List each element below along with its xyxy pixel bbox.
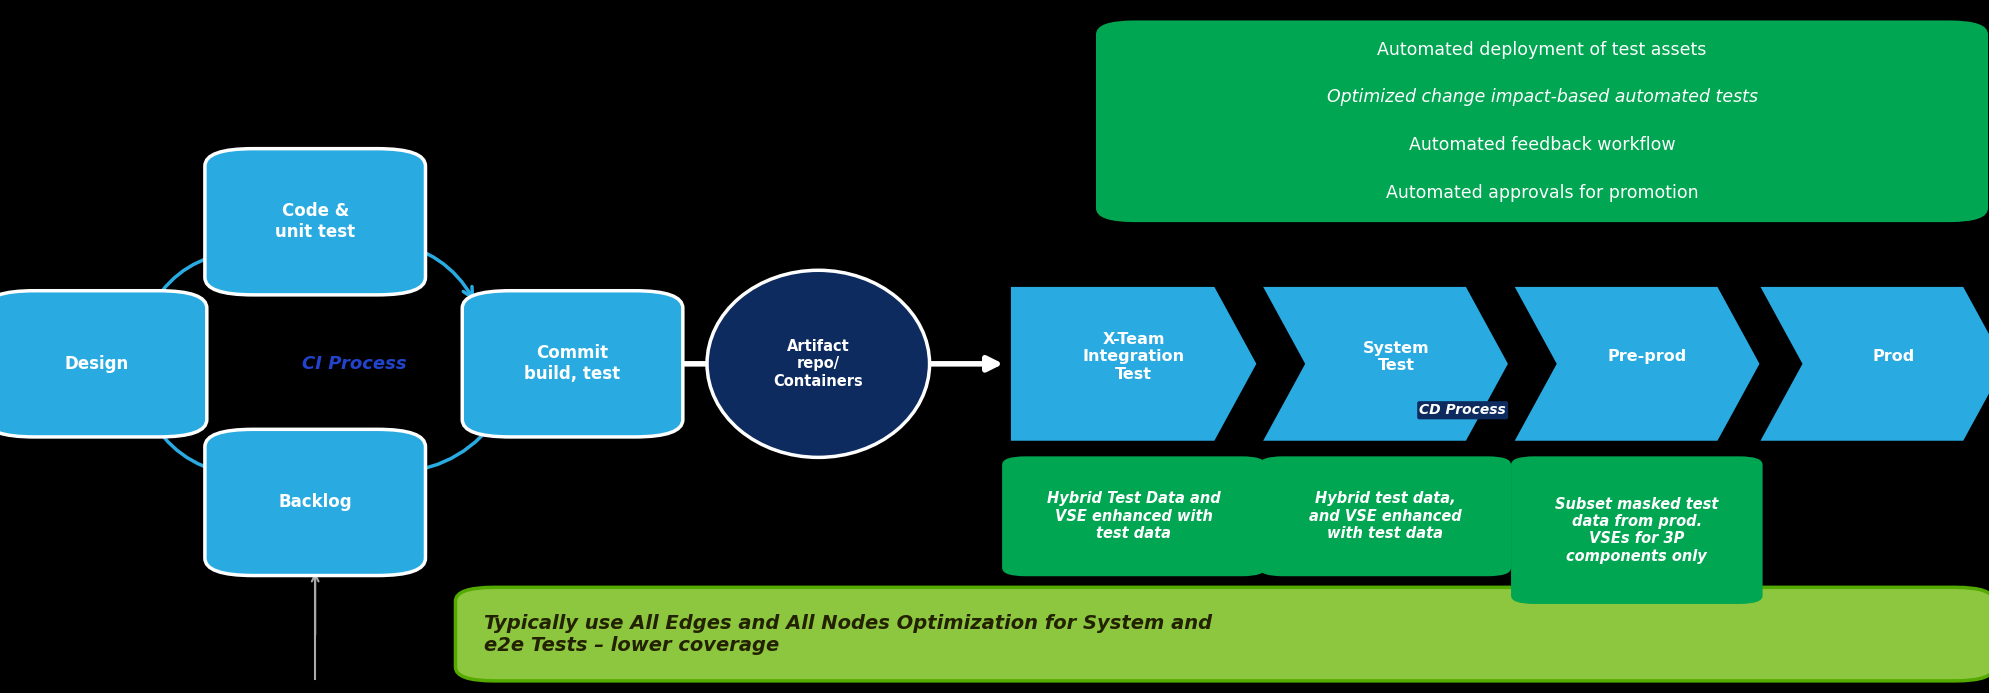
Polygon shape bbox=[1010, 286, 1257, 442]
Text: Prod: Prod bbox=[1872, 349, 1913, 365]
Text: Automated feedback workflow: Automated feedback workflow bbox=[1408, 136, 1675, 154]
FancyBboxPatch shape bbox=[455, 587, 1989, 681]
Text: Typically use All Edges and All Nodes Optimization for System and
e2e Tests – lo: Typically use All Edges and All Nodes Op… bbox=[483, 613, 1211, 655]
FancyBboxPatch shape bbox=[1002, 456, 1265, 577]
Text: Optimized change impact-based automated tests: Optimized change impact-based automated … bbox=[1327, 89, 1758, 107]
Ellipse shape bbox=[706, 270, 929, 457]
Text: Code &
unit test: Code & unit test bbox=[274, 202, 356, 241]
Polygon shape bbox=[1758, 286, 1989, 442]
Text: Automated approvals for promotion: Automated approvals for promotion bbox=[1386, 184, 1699, 202]
FancyBboxPatch shape bbox=[1096, 20, 1989, 222]
Text: X-Team
Integration
Test: X-Team Integration Test bbox=[1082, 332, 1185, 382]
Text: Subset masked test
data from prod.
VSEs for 3P
components only: Subset masked test data from prod. VSEs … bbox=[1555, 497, 1718, 563]
FancyBboxPatch shape bbox=[205, 429, 426, 575]
Text: System
Test: System Test bbox=[1362, 341, 1430, 373]
Polygon shape bbox=[1261, 286, 1510, 442]
Text: Artifact
repo/
Containers: Artifact repo/ Containers bbox=[774, 339, 863, 389]
Text: Hybrid Test Data and
VSE enhanced with
test data: Hybrid Test Data and VSE enhanced with t… bbox=[1046, 491, 1221, 541]
Text: Commit
build, test: Commit build, test bbox=[525, 344, 621, 383]
FancyBboxPatch shape bbox=[205, 148, 426, 295]
Text: Pre-prod: Pre-prod bbox=[1607, 349, 1687, 365]
Text: Automated deployment of test assets: Automated deployment of test assets bbox=[1376, 41, 1707, 59]
Polygon shape bbox=[1514, 286, 1760, 442]
Text: Backlog: Backlog bbox=[278, 493, 352, 511]
FancyBboxPatch shape bbox=[1512, 456, 1762, 604]
Text: Hybrid test data,
and VSE enhanced
with test data: Hybrid test data, and VSE enhanced with … bbox=[1309, 491, 1462, 541]
FancyBboxPatch shape bbox=[1259, 456, 1512, 577]
Text: CI Process: CI Process bbox=[302, 355, 406, 373]
FancyBboxPatch shape bbox=[461, 291, 682, 437]
FancyBboxPatch shape bbox=[0, 291, 207, 437]
Text: CD Process: CD Process bbox=[1420, 403, 1506, 417]
Text: Design: Design bbox=[64, 355, 129, 373]
